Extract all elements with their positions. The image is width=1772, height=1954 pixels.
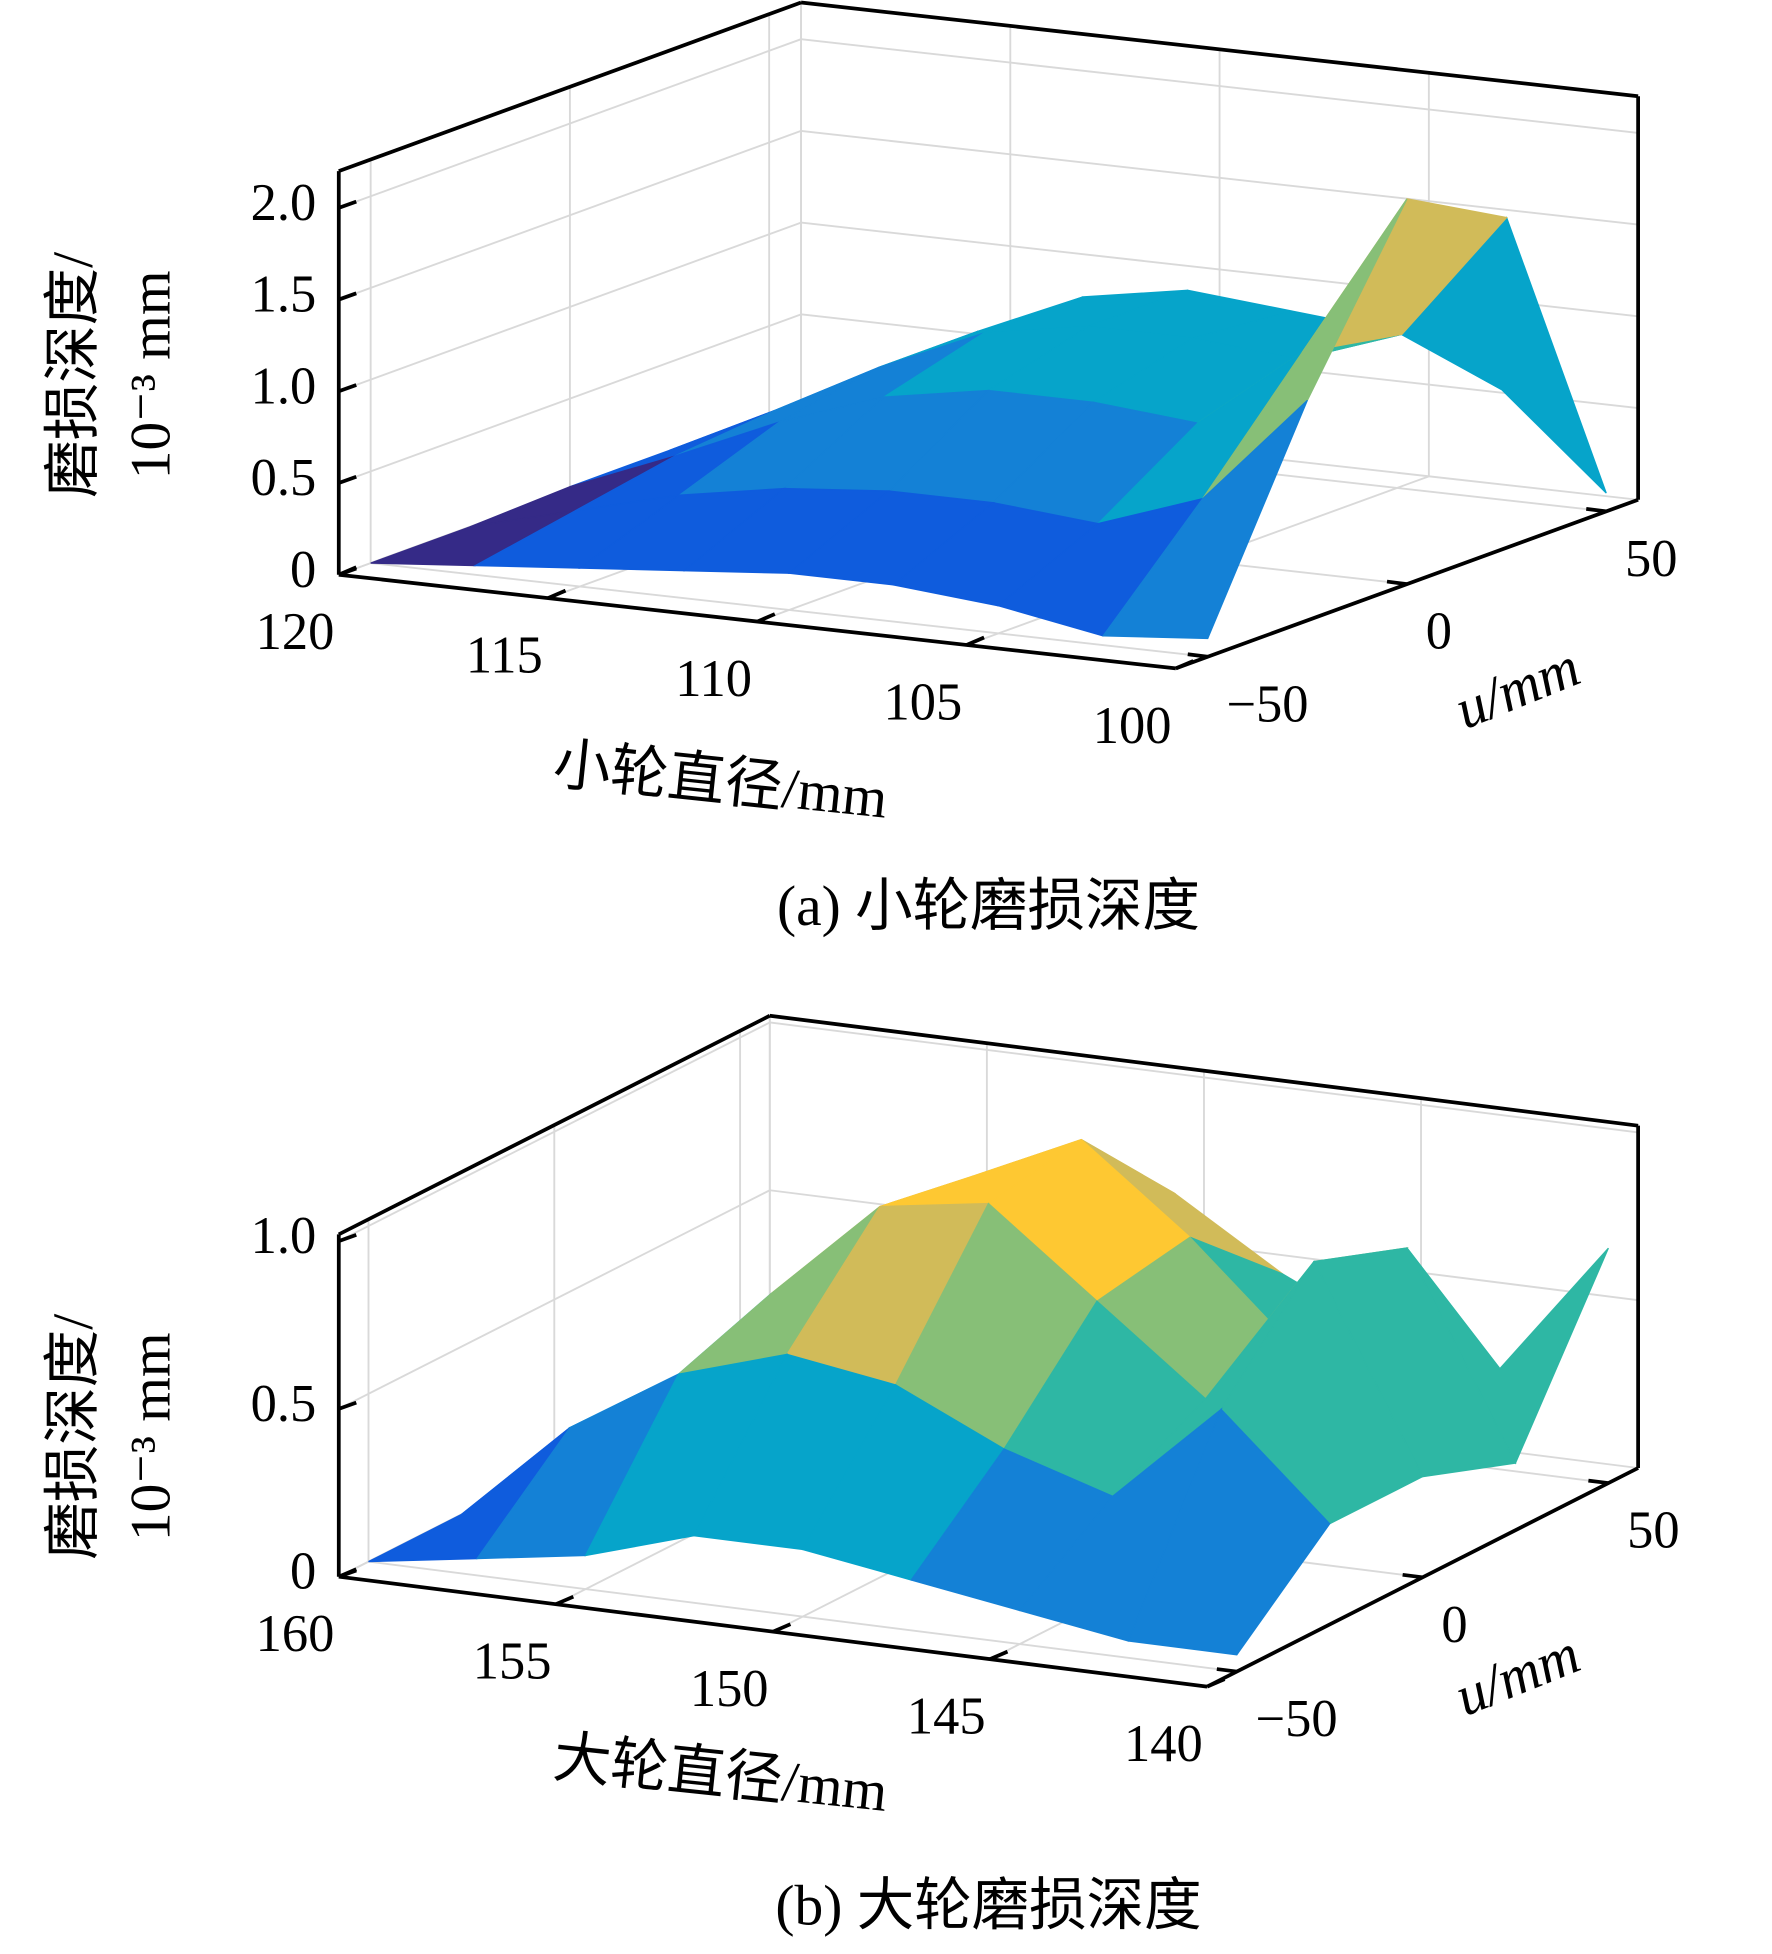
u-tick [1386,579,1408,586]
z-tick-label: 2.0 [251,174,317,232]
u-label: u/mm [1446,635,1588,741]
grid-line [800,38,1639,134]
u-tick-label: 0 [1441,1596,1467,1654]
box-edge [338,0,802,173]
x-tick [989,1649,1009,1661]
x-label: 大轮直径/mm [550,1726,890,1824]
x-label: 小轮直径/mm [550,733,890,831]
x-tick-label: 115 [466,627,543,685]
grid-line [800,129,1639,226]
grid-line [338,313,802,484]
x-tick [338,565,358,577]
z-label: 磨损深度/ [42,252,105,498]
x-tick-label: 110 [675,650,752,708]
z-label: 10⁻³ mm [120,270,183,479]
z-tick [338,383,357,394]
u-tick-label: 50 [1625,530,1677,588]
z-tick-label: 0 [290,541,316,599]
grid-line [370,562,1208,658]
u-axis [1175,497,1639,671]
x-tick [965,635,985,647]
box-edge [337,1014,771,1237]
surface-cell [1101,399,1308,640]
u-tick [1588,1478,1609,1485]
x-tick-label: 120 [256,603,335,661]
caption: (b) 大轮磨损深度 [775,1875,1201,1938]
box-edge [769,1013,1639,1128]
x-tick-label: 155 [473,1633,552,1691]
z-tick-label: 1.5 [251,266,317,324]
z-tick-label: 1.0 [251,1207,317,1265]
grid-line [338,38,802,209]
z-tick [338,1400,357,1411]
u-tick [1187,652,1208,659]
u-tick-label: 0 [1426,603,1452,661]
x-tick [772,1622,792,1634]
z-tick [338,474,357,485]
x-tick [338,1567,358,1579]
z-tick-label: 0 [290,1543,316,1601]
u-tick-label: 50 [1627,1502,1679,1560]
box-edge [800,0,1639,99]
grid-line [338,221,802,393]
x-tick [756,612,776,624]
grid-line [338,1021,771,1242]
surface-cell [1127,1408,1331,1656]
z-label: 10⁻³ mm [120,1332,183,1541]
u-tick-label: −50 [1256,1690,1338,1748]
x-tick [1206,1677,1226,1689]
grid-line [338,1189,771,1410]
grid-line [769,1021,1639,1134]
x-tick-label: 100 [1093,697,1172,755]
z-tick-label: 1.0 [251,357,317,415]
z-tick-label: 0.5 [251,1375,317,1433]
x-tick-label: 150 [690,1660,769,1718]
u-tick [1216,1667,1238,1674]
u-tick [1586,507,1607,514]
u-tick-label: −50 [1226,675,1308,733]
x-tick-label: 140 [1124,1715,1203,1773]
x-tick-label: 145 [907,1688,986,1746]
z-tick-label: 0.5 [251,449,317,507]
caption: (a) 小轮磨损深度 [777,875,1200,938]
z-tick [338,199,357,210]
z-tick [338,1233,357,1243]
x-tick [547,588,567,600]
z-label: 磨损深度/ [42,1314,105,1560]
x-tick-label: 105 [884,673,963,731]
x-tick [555,1594,575,1606]
u-label: u/mm [1446,1622,1588,1728]
grid-line [338,130,802,301]
z-tick [338,291,357,302]
u-tick [1402,1572,1423,1580]
grid-line [368,1560,1237,1673]
x-tick-label: 160 [256,1605,335,1663]
x-tick [1175,659,1195,671]
